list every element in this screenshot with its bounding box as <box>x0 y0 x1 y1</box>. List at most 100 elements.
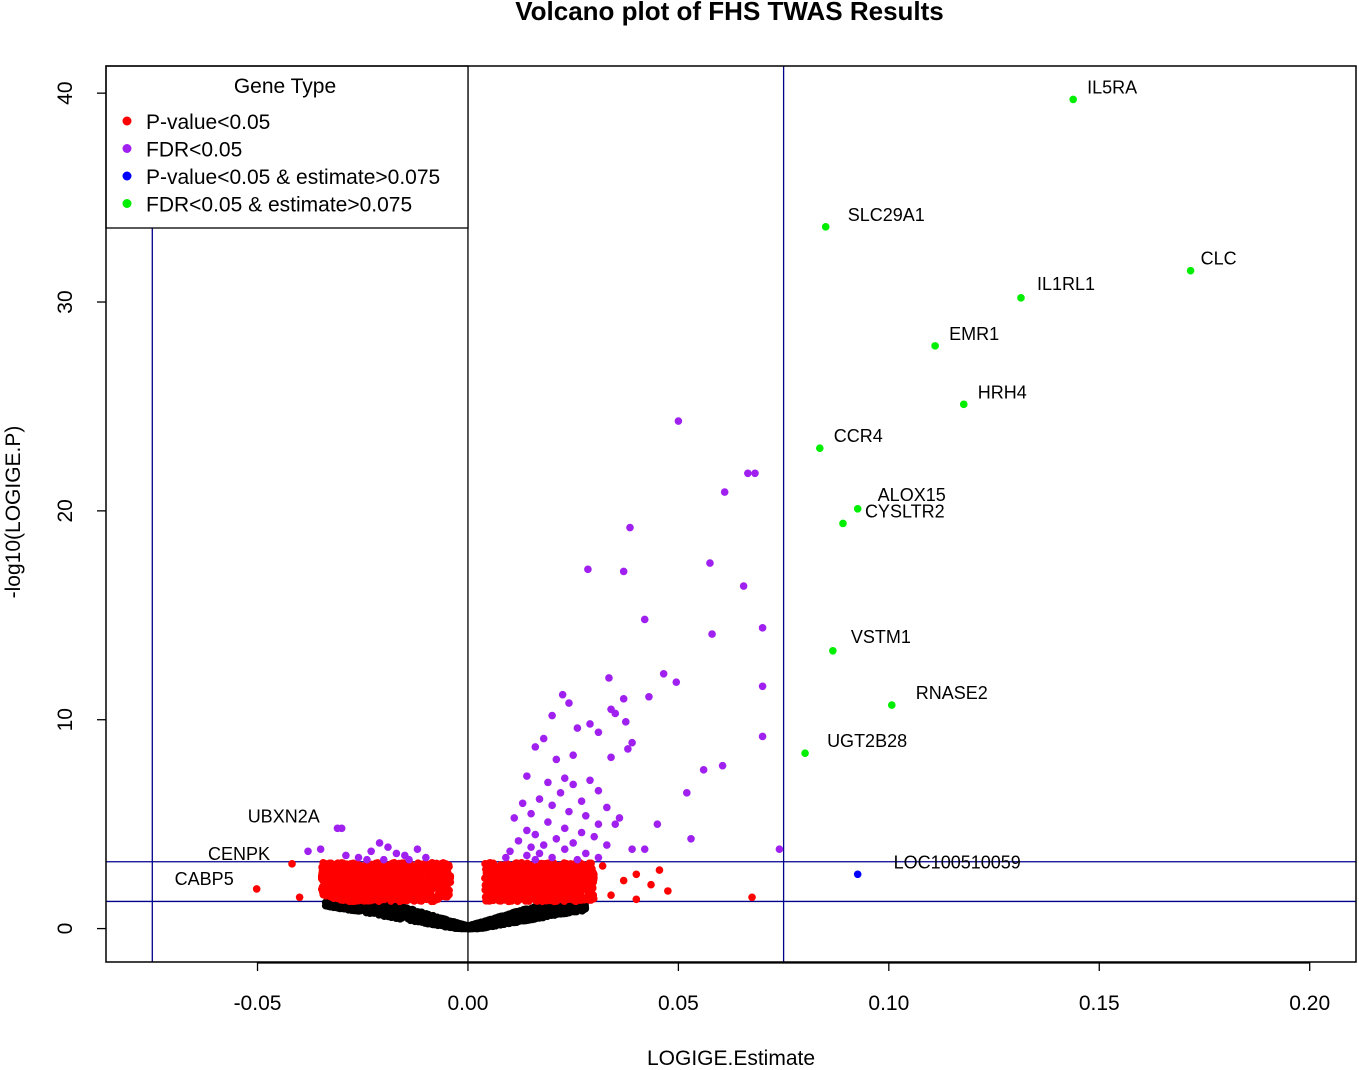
data-point <box>458 920 467 929</box>
data-point <box>821 223 830 231</box>
data-point <box>647 880 655 889</box>
data-point <box>744 469 752 478</box>
data-point <box>758 682 767 691</box>
data-point <box>538 903 546 912</box>
data-point <box>521 879 529 887</box>
data-point <box>640 845 649 854</box>
data-point <box>381 868 390 876</box>
data-point <box>405 855 413 864</box>
data-point <box>411 874 419 883</box>
data-point <box>549 904 557 912</box>
data-point <box>653 820 662 828</box>
data-point <box>505 919 513 928</box>
data-point <box>560 845 569 854</box>
gene-label: UBXN2A <box>248 806 320 826</box>
gene-label: CYSLTR2 <box>865 501 945 521</box>
data-point <box>708 630 716 638</box>
data-point <box>588 889 596 898</box>
data-point <box>611 709 620 718</box>
data-point <box>496 894 504 903</box>
data-point <box>577 864 586 872</box>
data-point <box>539 876 547 885</box>
data-point <box>334 861 343 869</box>
data-point <box>426 880 435 889</box>
data-point <box>573 894 582 903</box>
x-tick-label: 0.15 <box>1079 992 1120 1015</box>
page-title: Volcano plot of FHS TWAS Results <box>515 0 944 26</box>
y-tick-label: 20 <box>54 499 77 522</box>
data-point <box>607 753 615 762</box>
data-point <box>853 870 862 879</box>
data-point <box>416 868 424 877</box>
data-point <box>664 887 672 895</box>
data-point <box>659 669 668 678</box>
data-point <box>516 859 525 868</box>
data-point <box>598 862 607 870</box>
data-point <box>420 888 428 896</box>
data-point <box>520 871 529 880</box>
data-point <box>368 894 376 902</box>
data-point <box>571 883 580 891</box>
data-point <box>560 774 569 783</box>
data-point <box>375 839 384 847</box>
gene-label: ALOX15 <box>878 485 946 505</box>
data-point <box>471 920 480 928</box>
data-point <box>887 701 896 709</box>
data-point <box>548 711 556 720</box>
data-point <box>527 809 535 818</box>
data-point <box>514 837 523 845</box>
data-point <box>565 807 573 816</box>
data-point <box>569 839 577 847</box>
data-point <box>829 647 837 655</box>
data-point <box>378 879 386 888</box>
data-point <box>375 891 383 900</box>
data-point <box>445 890 453 899</box>
data-point <box>538 867 547 875</box>
data-point <box>585 895 594 904</box>
data-point <box>523 851 531 860</box>
data-point <box>379 855 388 864</box>
data-point <box>413 845 422 854</box>
x-tick-label: 0.20 <box>1289 992 1330 1015</box>
data-point <box>502 864 511 873</box>
data-point <box>573 855 582 864</box>
gene-label: VSTM1 <box>851 627 911 647</box>
data-point <box>396 860 405 869</box>
data-point <box>535 795 544 803</box>
data-point <box>748 893 756 902</box>
gene-label: CCR4 <box>834 426 883 446</box>
gene-label: EMR1 <box>949 324 999 344</box>
data-point <box>577 828 586 837</box>
data-point <box>395 910 404 918</box>
data-point <box>758 624 767 632</box>
data-point <box>1069 95 1077 104</box>
data-point <box>483 883 492 892</box>
data-point <box>503 871 512 880</box>
data-point <box>527 891 536 899</box>
data-point <box>699 766 708 774</box>
data-point <box>801 749 809 757</box>
data-point <box>569 780 577 789</box>
data-point <box>581 811 590 820</box>
y-axis-title: -log10(LOGIGE.P) <box>2 426 25 599</box>
data-point <box>632 870 641 879</box>
data-point <box>626 523 634 532</box>
data-point <box>523 910 532 919</box>
legend-entry: P-value<0.05 <box>146 111 270 134</box>
data-point <box>394 893 402 902</box>
data-point <box>416 896 424 905</box>
data-point <box>321 870 329 879</box>
data-point <box>252 885 261 893</box>
data-point <box>446 872 455 880</box>
data-point <box>489 860 498 869</box>
y-tick-label: 40 <box>54 81 77 104</box>
data-point <box>442 864 451 873</box>
gene-label: IL5RA <box>1087 77 1137 97</box>
data-point <box>500 880 508 889</box>
data-point <box>544 869 552 878</box>
gene-label: HRH4 <box>978 382 1027 402</box>
data-point <box>426 864 435 873</box>
data-point <box>640 615 649 624</box>
plot-frame <box>105 65 1357 963</box>
legend-marker <box>122 171 132 181</box>
